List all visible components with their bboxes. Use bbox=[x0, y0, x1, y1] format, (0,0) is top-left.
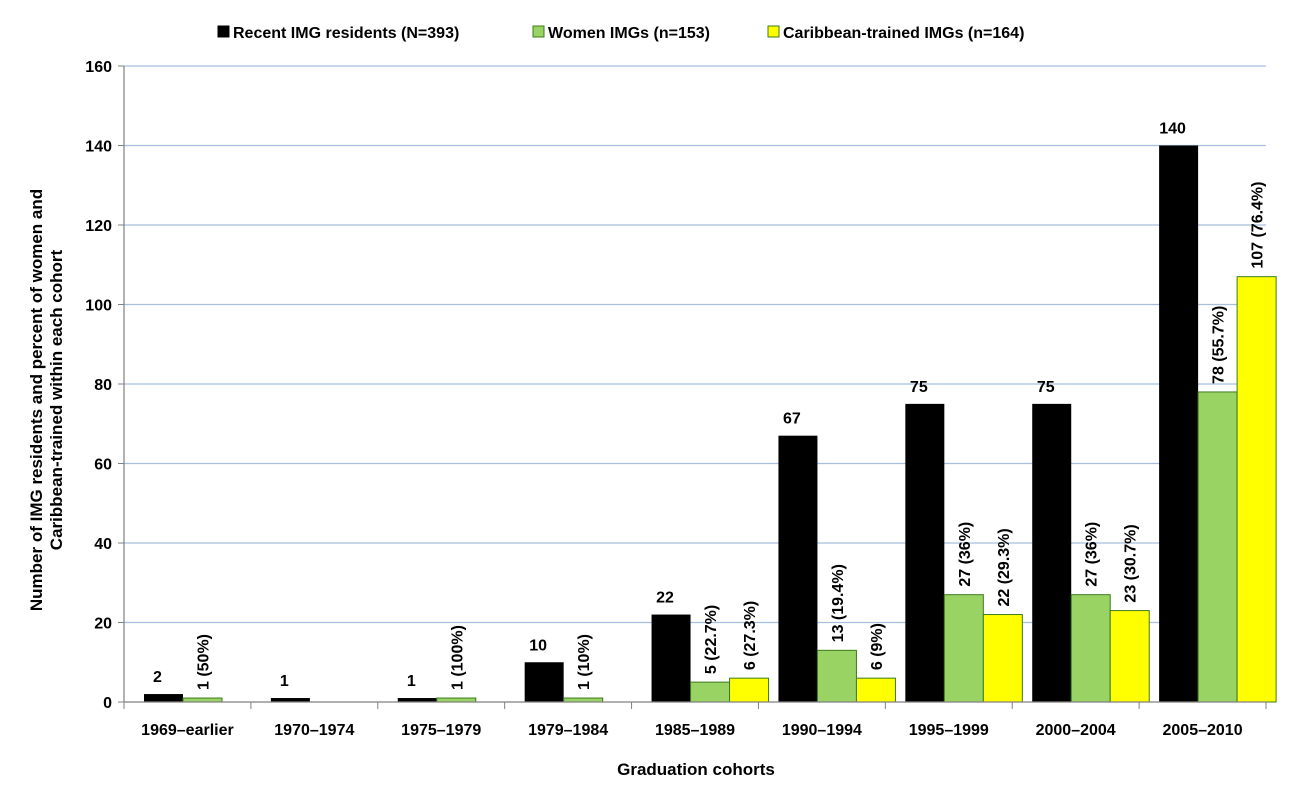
y-axis-title-line2: Caribbean-trained within each cohort bbox=[47, 249, 66, 550]
data-label-series-3: 22 (29.3%) bbox=[996, 528, 1013, 606]
data-label-series-1: 75 bbox=[1037, 379, 1055, 396]
data-label-series-2: 1 (50%) bbox=[196, 634, 213, 690]
data-label-series-2: 1 (100%) bbox=[449, 625, 466, 690]
x-tick-label: 1990–1994 bbox=[782, 722, 862, 739]
data-label-series-3: 6 (9%) bbox=[869, 623, 886, 670]
bar-series-1 bbox=[270, 698, 310, 702]
bars bbox=[144, 145, 1277, 703]
legend-label-series-2: Women IMGs (n=153) bbox=[548, 25, 710, 42]
bar-series-1 bbox=[1032, 403, 1072, 702]
x-tick-label: 1995–1999 bbox=[909, 722, 989, 739]
x-tick-label: 2005–2010 bbox=[1163, 722, 1243, 739]
y-tick-label: 160 bbox=[85, 59, 112, 76]
bar-series-2 bbox=[1070, 594, 1111, 703]
x-tick-label: 2000–2004 bbox=[1036, 722, 1116, 739]
data-label-series-1: 1 bbox=[280, 673, 289, 690]
x-tick-label: 1979–1984 bbox=[528, 722, 608, 739]
bar-series-1 bbox=[144, 694, 183, 702]
y-axis-title-line1: Number of IMG residents and percent of w… bbox=[27, 189, 46, 611]
bar-series-1 bbox=[778, 435, 818, 702]
data-label-series-1: 2 bbox=[153, 669, 162, 686]
bar-series-1 bbox=[397, 698, 437, 702]
x-tick-label: 1970–1974 bbox=[274, 722, 354, 739]
x-tick-label: 1975–1979 bbox=[401, 722, 481, 739]
bar-series-3 bbox=[855, 677, 896, 703]
y-tick-label: 120 bbox=[85, 218, 112, 235]
data-label-series-2: 13 (19.4%) bbox=[830, 564, 847, 642]
data-label-series-1: 75 bbox=[910, 379, 928, 396]
y-tick-label: 140 bbox=[85, 139, 112, 156]
data-label-series-3: 6 (27.3%) bbox=[742, 601, 759, 670]
y-tick-label: 60 bbox=[94, 457, 112, 474]
bar-series-1 bbox=[1159, 145, 1199, 702]
data-label-series-2: 27 (36%) bbox=[957, 522, 974, 587]
data-label-series-2: 5 (22.7%) bbox=[703, 605, 720, 674]
axes: 0 20 40 60 80 100 120 140 160 1969–earlier 1970–19… bbox=[85, 59, 1267, 739]
data-labels: 2 1 1 10 22 67 75 75 140 1 (50%) 1 (100%) 1 (10%) 5 … bbox=[153, 121, 1267, 691]
bar-series-2 bbox=[690, 681, 731, 703]
bar-series-3 bbox=[1109, 610, 1150, 703]
legend-label-series-1: Recent IMG residents (N=393) bbox=[233, 25, 459, 42]
bar-series-1 bbox=[524, 662, 564, 702]
bar-series-3 bbox=[729, 677, 770, 703]
data-label-series-1: 22 bbox=[656, 590, 674, 607]
bar-series-1 bbox=[905, 403, 945, 702]
x-axis-title: Graduation cohorts bbox=[617, 760, 775, 779]
data-label-series-2: 27 (36%) bbox=[1084, 522, 1101, 587]
data-label-series-1: 140 bbox=[1159, 121, 1186, 138]
bar-series-3 bbox=[1236, 276, 1277, 703]
legend: Recent IMG residents (N=393) Women IMGs (… bbox=[217, 25, 1024, 42]
legend-swatch-series-1 bbox=[217, 25, 230, 38]
y-tick-label: 80 bbox=[94, 377, 112, 394]
legend-label-series-3: Caribbean-trained IMGs (n=164) bbox=[783, 25, 1024, 42]
bar-series-1 bbox=[651, 614, 691, 702]
data-label-series-3: 107 (76.4%) bbox=[1250, 182, 1267, 269]
data-label-series-2: 78 (55.7%) bbox=[1211, 306, 1228, 384]
y-tick-label: 40 bbox=[94, 536, 112, 553]
bar-series-2 bbox=[816, 649, 857, 703]
bar-series-2 bbox=[943, 594, 984, 703]
legend-swatch-series-3 bbox=[767, 25, 780, 38]
y-tick-label: 20 bbox=[94, 616, 112, 633]
data-label-series-1: 10 bbox=[529, 637, 547, 654]
x-tick-label: 1985–1989 bbox=[655, 722, 735, 739]
x-tick-label: 1969–earlier bbox=[141, 722, 234, 739]
data-label-series-3: 23 (30.7%) bbox=[1123, 524, 1140, 602]
gridlines bbox=[124, 65, 1266, 624]
y-tick-label: 100 bbox=[85, 298, 112, 315]
legend-swatch-series-2 bbox=[532, 25, 545, 38]
data-label-series-2: 1 (10%) bbox=[576, 634, 593, 690]
bar-series-3 bbox=[982, 614, 1023, 703]
data-label-series-1: 1 bbox=[407, 673, 416, 690]
data-label-series-1: 67 bbox=[783, 411, 801, 428]
y-tick-label: 0 bbox=[103, 695, 112, 712]
bar-series-2 bbox=[1197, 391, 1238, 703]
